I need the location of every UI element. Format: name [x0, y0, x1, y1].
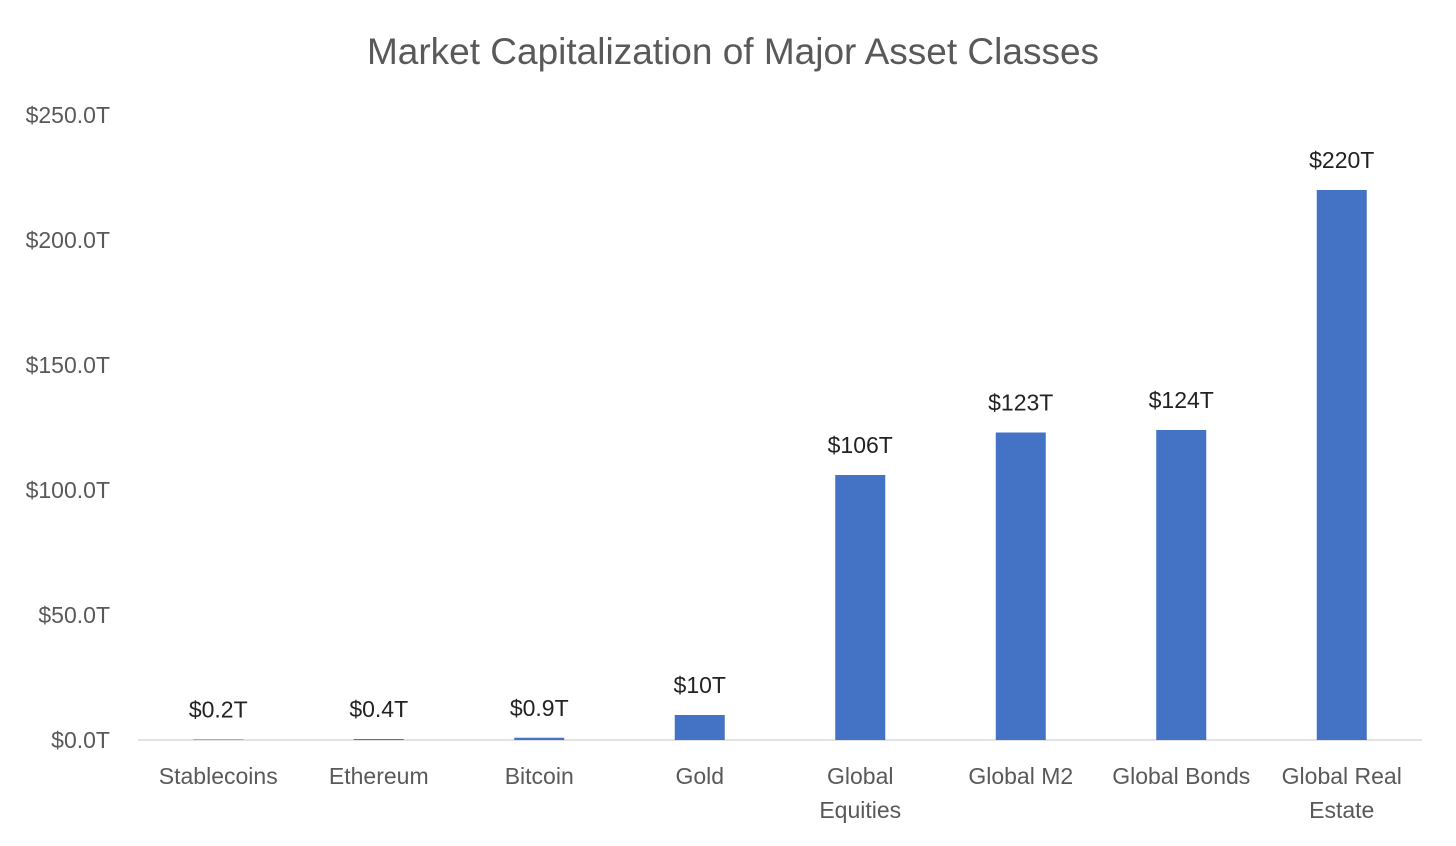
data-label: $123T	[988, 390, 1053, 416]
data-label: $10T	[674, 672, 726, 698]
x-category-label: Bitcoin	[505, 763, 574, 789]
x-category-label: Global Bonds	[1112, 763, 1250, 789]
x-axis-category-labels: Stablecoins Ethereum Bitcoin Gold Global Equi…	[159, 763, 1402, 823]
x-category-label: Stablecoins	[159, 763, 278, 789]
x-category-label: Global	[827, 763, 893, 789]
y-tick-label: $250.0T	[26, 102, 110, 128]
data-label: $0.2T	[189, 697, 248, 723]
bar	[353, 739, 404, 740]
y-tick-label: $50.0T	[38, 602, 110, 628]
bar	[193, 739, 244, 740]
y-tick-label: $150.0T	[26, 352, 110, 378]
bar	[995, 432, 1046, 740]
data-label: $0.4T	[349, 696, 408, 722]
y-tick-label: $100.0T	[26, 477, 110, 503]
x-category-label: Global Real	[1282, 763, 1402, 789]
bar	[674, 715, 725, 740]
data-label: $220T	[1309, 147, 1374, 173]
data-label: $106T	[828, 432, 893, 458]
chart-title: Market Capitalization of Major Asset Cla…	[367, 31, 1099, 72]
x-category-label: Equities	[819, 797, 901, 823]
bar	[835, 475, 886, 740]
x-category-label: Ethereum	[329, 763, 429, 789]
y-axis-tick-labels: $0.0T $50.0T $100.0T $150.0T $200.0T $250.0T	[26, 102, 110, 753]
x-category-label: Gold	[675, 763, 724, 789]
data-labels: $0.2T $0.4T $0.9T $10T $106T $123T $124T $220T	[189, 147, 1375, 723]
y-tick-label: $200.0T	[26, 227, 110, 253]
bar-series	[193, 190, 1367, 740]
data-label: $0.9T	[510, 695, 569, 721]
x-category-label: Global M2	[968, 763, 1073, 789]
bar	[1316, 190, 1367, 740]
y-tick-label: $0.0T	[51, 727, 110, 753]
data-label: $124T	[1149, 387, 1214, 413]
bar	[514, 737, 565, 740]
x-category-label: Estate	[1309, 797, 1374, 823]
bar	[1156, 430, 1207, 740]
